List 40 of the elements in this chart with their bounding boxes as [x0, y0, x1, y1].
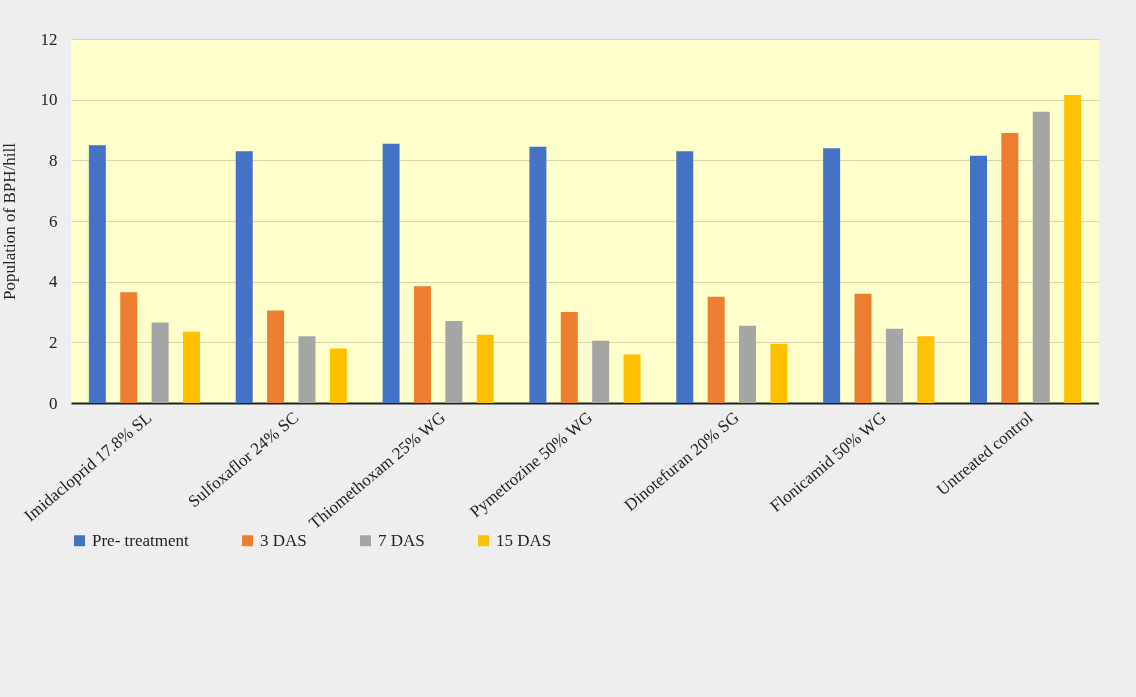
bar [917, 336, 935, 403]
y-tick-label: 4 [49, 272, 58, 292]
bar [885, 328, 903, 403]
bar [770, 343, 788, 403]
y-tick-label: 0 [49, 393, 58, 413]
bar [235, 151, 253, 403]
bar [707, 296, 725, 403]
bar [592, 340, 610, 403]
legend-label: 3 DAS [260, 530, 307, 550]
legend-label: Pre- treatment [92, 530, 190, 550]
y-tick-label: 10 [40, 90, 58, 110]
y-tick-label: 2 [49, 332, 58, 352]
bar [329, 348, 347, 403]
bar [1032, 111, 1050, 403]
bar [1001, 133, 1019, 403]
bar [476, 334, 494, 403]
bar [560, 312, 578, 403]
y-tick-label: 8 [49, 150, 58, 170]
bar [267, 310, 285, 403]
bar [120, 292, 138, 403]
bar [1064, 95, 1082, 403]
bar [529, 146, 547, 403]
bar [676, 151, 694, 403]
bar [623, 354, 641, 403]
bar [382, 143, 400, 403]
bar [445, 321, 463, 403]
bar [823, 148, 841, 403]
bar [739, 325, 757, 403]
bar [151, 322, 169, 403]
bar [183, 331, 200, 403]
bar [88, 145, 106, 403]
bar [970, 155, 987, 403]
y-axis-title: Population of BPH/hill [0, 142, 19, 300]
bar [854, 293, 872, 403]
bar [413, 286, 431, 403]
bar [298, 336, 316, 403]
y-tick-label: 12 [40, 29, 58, 49]
legend-label: 15 DAS [496, 530, 552, 550]
y-tick-label: 6 [49, 211, 58, 231]
legend-label: 7 DAS [378, 530, 425, 550]
